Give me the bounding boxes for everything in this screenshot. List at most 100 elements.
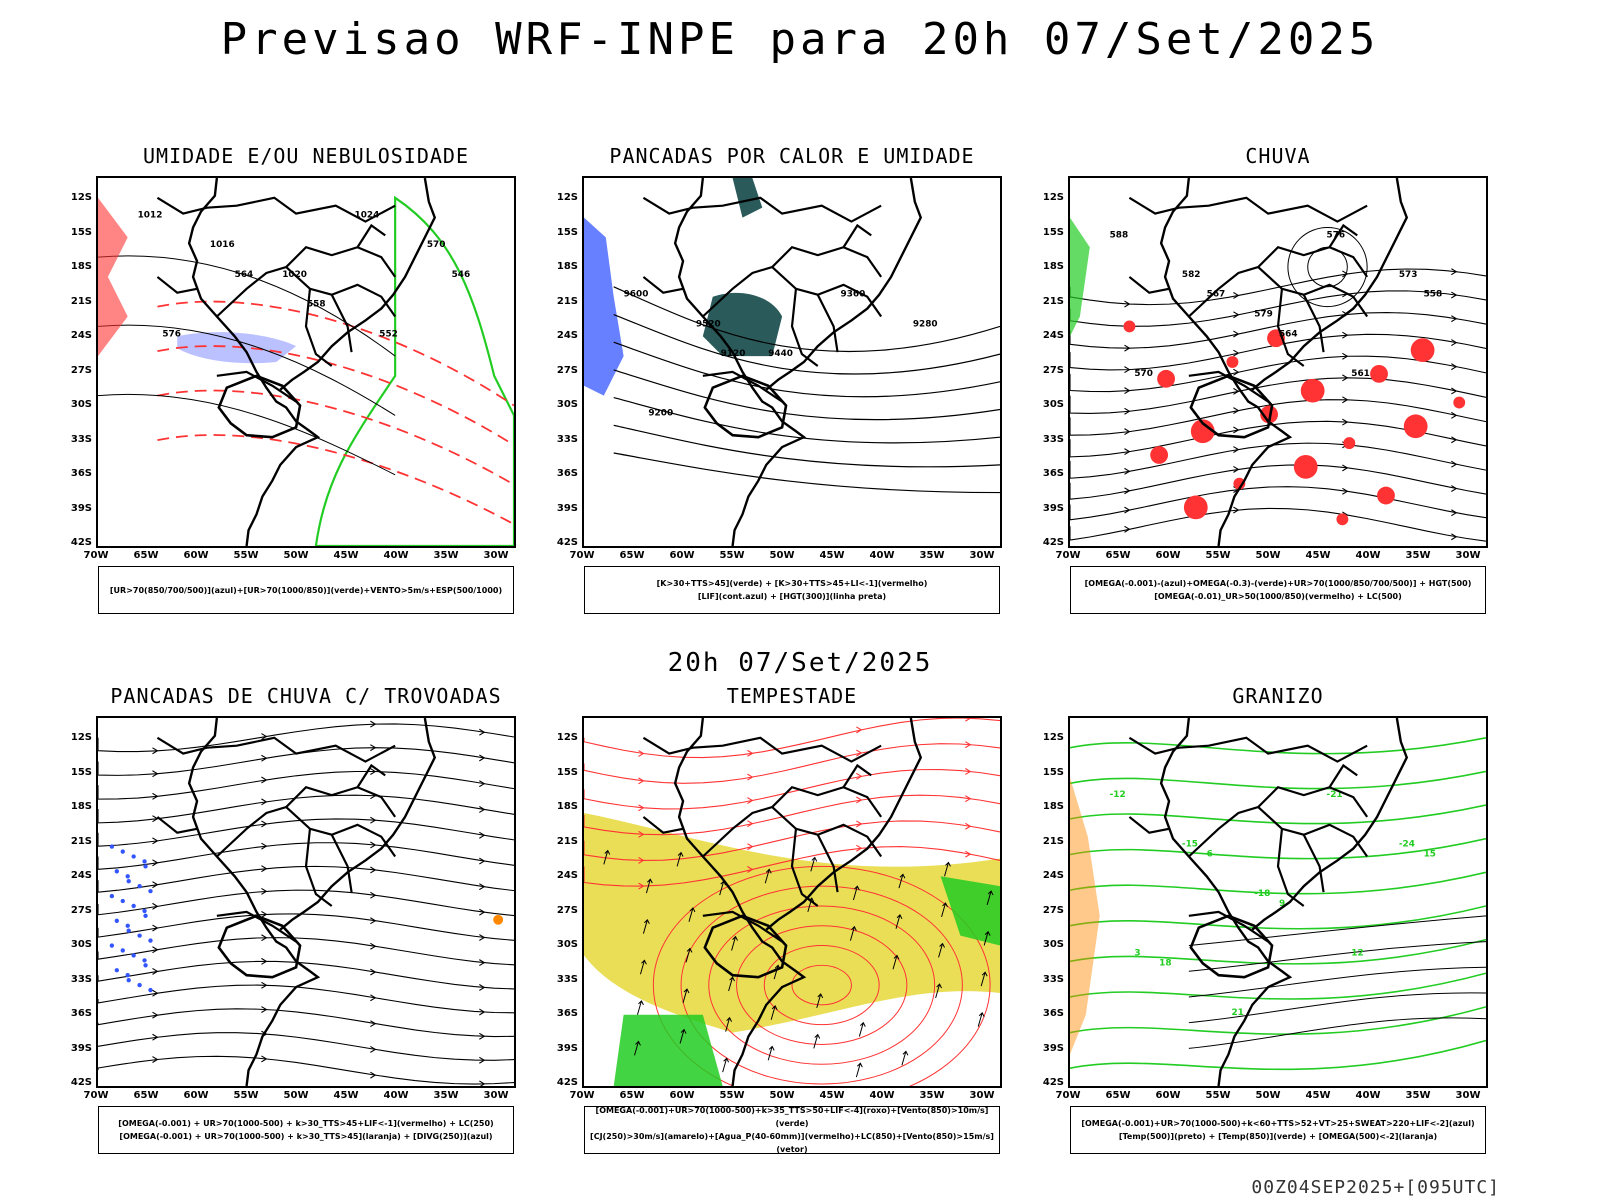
legend-line: [OMEGA(-0.001)-(azul)+OMEGA(-0.3)-(verde… (1084, 579, 1472, 588)
longitude-axis: 70W 65W 60W 55W 50W 45W 40W 35W 30W (84, 550, 516, 564)
contour-label: 570 (427, 240, 446, 250)
lon-tick: 30W (483, 1090, 509, 1101)
lat-tick: 33S (1042, 973, 1064, 985)
lat-tick: 27S (556, 364, 578, 376)
lat-tick: 33S (70, 433, 92, 445)
contour-label: 567 (1207, 290, 1226, 300)
lat-tick: 15S (556, 766, 578, 778)
lat-tick: 39S (70, 502, 92, 514)
lon-tick: 40W (383, 550, 409, 561)
lat-tick: 30S (1042, 939, 1064, 950)
lon-tick: 55W (719, 550, 745, 561)
lon-tick: 35W (433, 550, 459, 561)
lat-tick: 42S (70, 1077, 92, 1088)
lat-tick: 18S (556, 261, 578, 272)
latitude-axis: 12S 15S 18S 21S 24S 27S 30S 33S 36S 39S 42S (1032, 176, 1064, 548)
latitude-axis: 12S 15S 18S 21S 24S 27S 30S 33S 36S 39S 42S (60, 716, 92, 1088)
lat-tick: 15S (70, 766, 92, 778)
contour-label: 21 (1231, 1008, 1243, 1018)
legend-line: [OMEGA(-0.001) + UR>70(1000-500) + k>30_… (119, 1132, 493, 1141)
lat-tick: 39S (1042, 1042, 1064, 1054)
lon-tick: 30W (969, 550, 995, 561)
lat-tick: 42S (70, 537, 92, 548)
lon-tick: 35W (433, 1090, 459, 1101)
forecast-map-4 (96, 716, 516, 1088)
latitude-axis: 12S 15S 18S 21S 24S 27S 30S 33S 36S 39S 42S (1032, 716, 1064, 1088)
lat-tick: 39S (70, 1042, 92, 1054)
contour-label: 561 (1351, 369, 1370, 379)
lat-tick: 42S (556, 537, 578, 548)
lon-tick: 55W (233, 550, 259, 561)
lat-tick: 15S (1042, 226, 1064, 238)
contour-label: 564 (235, 270, 254, 280)
lon-tick: 60W (1155, 1090, 1181, 1101)
lon-tick: 30W (1455, 1090, 1481, 1101)
lat-tick: 24S (70, 330, 92, 341)
lon-tick: 60W (183, 550, 209, 561)
lat-tick: 27S (70, 364, 92, 376)
lat-tick: 27S (70, 904, 92, 916)
contour-label: 9520 (696, 319, 721, 329)
lon-tick: 55W (1205, 550, 1231, 561)
lat-tick: 39S (556, 502, 578, 514)
panel-title: PANCADAS POR CALOR E UMIDADE (609, 144, 975, 168)
forecast-map-2: 9600 9520 9440 9360 9280 9200 9120 (582, 176, 1002, 548)
lon-tick: 60W (1155, 550, 1181, 561)
lon-tick: 70W (83, 1090, 109, 1101)
panel-title: GRANIZO (1232, 684, 1324, 708)
contour-label: 579 (1254, 309, 1273, 319)
lat-tick: 18S (1042, 801, 1064, 812)
contour-label: 9 (1279, 899, 1285, 909)
contour-label: 558 (307, 300, 326, 310)
lat-tick: 42S (556, 1077, 578, 1088)
lat-tick: 39S (556, 1042, 578, 1054)
contour-label: 1012 (138, 211, 163, 221)
lon-tick: 70W (1055, 550, 1081, 561)
lat-tick: 21S (1042, 295, 1064, 307)
lat-tick: 18S (70, 261, 92, 272)
lat-tick: 33S (70, 973, 92, 985)
lat-tick: 21S (556, 835, 578, 847)
legend-line: [CJ(250)>30m/s](amarelo)+[Agua_P(40-60mm… (590, 1132, 994, 1154)
forecast-map-1: 1012 1016 1020 1024 570 576 564 558 552 546 (96, 176, 516, 548)
contour-label: -18 (1254, 889, 1270, 899)
lon-tick: 65W (1105, 550, 1131, 561)
lat-tick: 24S (1042, 870, 1064, 881)
lat-tick: 12S (556, 732, 578, 743)
lat-tick: 24S (70, 870, 92, 881)
lon-tick: 30W (1455, 550, 1481, 561)
lon-tick: 65W (1105, 1090, 1131, 1101)
forecast-map-3: 588 582 579 576 573 570 567 564 561 558 (1068, 176, 1488, 548)
lon-tick: 40W (383, 1090, 409, 1101)
run-id-footer: 00Z04SEP2025+[095UTC] (1251, 1177, 1500, 1198)
longitude-axis: 70W 65W 60W 55W 50W 45W 40W 35W 30W (570, 550, 1002, 564)
lon-tick: 40W (869, 1090, 895, 1101)
longitude-axis: 70W 65W 60W 55W 50W 45W 40W 35W 30W (570, 1090, 1002, 1104)
legend-line: [LIF](cont.azul) + [HGT(300)](linha pret… (697, 592, 887, 601)
contour-label: 564 (1279, 329, 1298, 339)
contour-label: 1024 (355, 211, 380, 221)
panel-legend: [UR>70(850/700/500)](azul)+[UR>70(1000/8… (98, 566, 514, 614)
lon-tick: 65W (619, 550, 645, 561)
lon-tick: 35W (1405, 550, 1431, 561)
longitude-axis: 70W 65W 60W 55W 50W 45W 40W 35W 30W (1056, 550, 1488, 564)
contour-label: 12 (1351, 948, 1363, 958)
lat-tick: 15S (1042, 766, 1064, 778)
legend-line: [Temp(500)](preto) + [Temp(850)](verde) … (1118, 1132, 1438, 1141)
lon-tick: 50W (283, 1090, 309, 1101)
lat-tick: 36S (556, 1008, 578, 1019)
valid-time-subtitle: 20h 07/Set/2025 (667, 648, 933, 678)
panel-legend: [OMEGA(-0.001)+UR>70(1000-500)+k>35_TTS>… (584, 1106, 1000, 1154)
lat-tick: 24S (556, 870, 578, 881)
lat-tick: 18S (1042, 261, 1064, 272)
forecast-map-5 (582, 716, 1002, 1088)
contour-label: -24 (1399, 840, 1415, 850)
lat-tick: 33S (556, 973, 578, 985)
map-canvas (98, 718, 514, 1086)
lat-tick: 42S (1042, 537, 1064, 548)
legend-line: [UR>70(850/700/500)](azul)+[UR>70(1000/8… (109, 585, 503, 595)
legend-line: [OMEGA(-0.001) + UR>70(1000-500) + k>30_… (118, 1119, 494, 1128)
panel-title: UMIDADE E/OU NEBULOSIDADE (142, 144, 470, 168)
panel-legend: [OMEGA(-0.001) + UR>70(1000-500) + k>30_… (98, 1106, 514, 1154)
